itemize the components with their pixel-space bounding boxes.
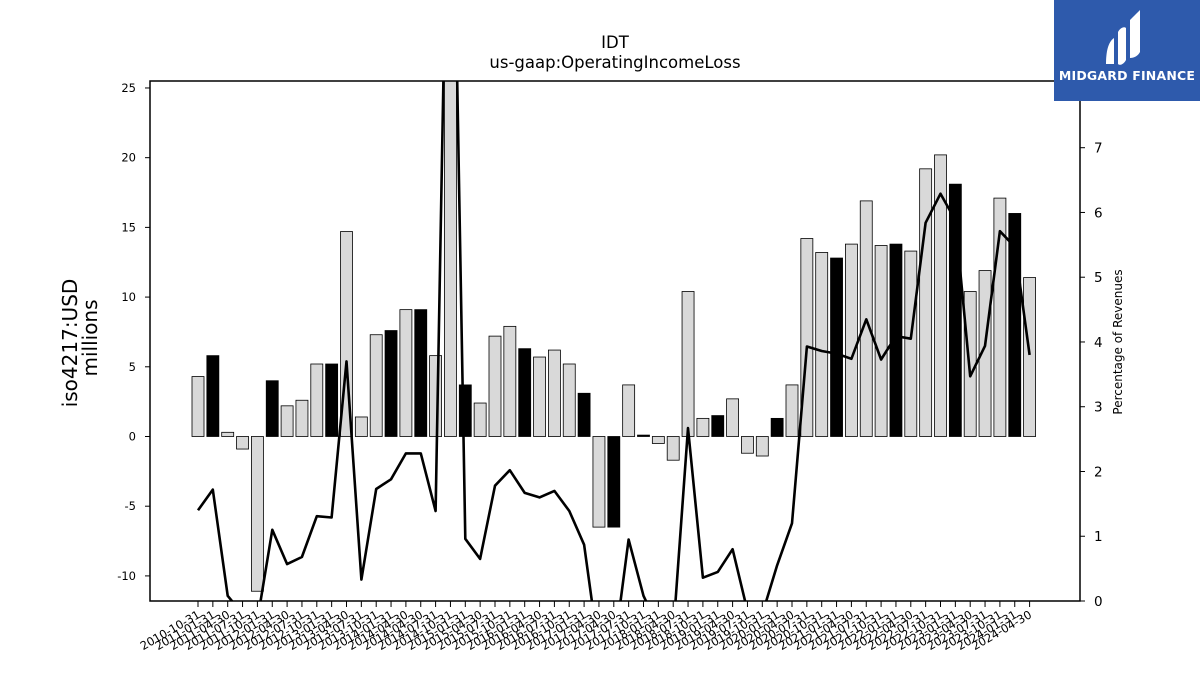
bar-2013-07-31 [354,416,368,437]
bar-2012-07-31 [295,399,309,437]
midgard-logo-icon [1106,10,1140,65]
bar-2020-10-31 [815,252,829,437]
bar-2019-04-30 [726,398,739,437]
bar-2019-07-31 [741,436,754,454]
y2-tick-label: 3 [1094,400,1103,416]
y2-tick-label: 7 [1094,141,1103,157]
bar-2016-10-31 [562,363,576,437]
bar-2019-01-31 [711,415,725,437]
bar-2014-10-31 [444,81,457,437]
brand-name: MIDGARD FINANCE [1058,68,1196,83]
y2-tick-label: 6 [1094,205,1103,221]
bar-2021-04-30 [845,243,858,437]
bar-2022-07-31 [919,168,933,437]
bar-2018-04-30 [666,436,680,461]
bar-2018-07-31 [681,291,695,437]
y-axis: -10 -5 0 5 10 15 20 25 [117,81,150,583]
bar-2016-01-31 [518,348,532,437]
y-tick-label: 10 [121,290,136,304]
bar-2015-01-31 [458,384,472,437]
bar-2013-10-31 [369,334,383,437]
y-tick-label: 20 [121,151,136,165]
percentage-line [196,81,1031,601]
bar-2011-04-30 [221,431,235,437]
y-tick-label: -10 [117,569,136,583]
bar-2011-07-31 [236,436,249,450]
y-tick-label: 5 [129,360,136,374]
bar-2015-07-31 [488,335,502,437]
y2-axis-label: Percentage of Revenues [1111,269,1125,414]
bar-2016-07-31 [548,349,561,437]
y2-tick-label: 1 [1094,529,1103,545]
bar-2022-10-31 [934,154,947,437]
y-tick-label: 0 [129,429,136,443]
y-axis-label: iso4217:USD [58,279,82,408]
bar-2013-01-31 [325,363,339,437]
bar-2018-10-31 [696,417,710,437]
bar-2019-10-31 [755,436,769,457]
y2-axis: 0 1 2 3 4 5 6 7 [1080,141,1103,610]
bar-2012-04-30 [280,405,294,437]
bar-2011-10-31 [250,436,264,592]
bar-2015-10-31 [503,325,517,437]
y-tick-label: 15 [121,220,136,234]
y2-tick-label: 4 [1094,335,1103,351]
bar-2020-01-31 [770,417,784,437]
line-layer [196,81,1031,601]
bar-2017-10-31 [637,434,650,437]
bar-2012-01-31 [265,380,279,437]
bar-2017-01-31 [577,392,591,437]
bar-2010-10-31 [191,376,205,437]
bar-2022-01-31 [889,243,903,437]
y-tick-label: -5 [125,499,136,513]
bar-2021-10-31 [874,245,888,437]
bar-2014-04-30 [414,309,428,437]
y2-tick-label: 5 [1094,270,1103,286]
y2-tick-label: 0 [1094,594,1103,610]
bar-2021-01-31 [830,257,843,437]
bar-2022-04-30 [904,250,918,437]
bar-2024-04-30 [1023,277,1036,437]
bar-2023-07-31 [978,270,992,437]
bar-2015-04-30 [473,402,487,437]
bar-2017-04-30 [607,436,621,528]
bar-2017-04-30 [592,436,606,528]
bar-2011-01-31 [206,355,220,437]
bar-2012-10-31 [310,363,324,437]
bar-2014-07-31 [429,355,443,437]
bar-2017-07-31 [622,384,636,437]
plot-frame [149,80,1081,602]
bar-2020-04-30 [785,384,799,437]
y2-tick-label: 2 [1094,464,1103,480]
bar-2016-04-30 [533,356,546,437]
bar-group [191,81,1036,592]
chart-subtitle: us-gaap:OperatingIncomeLoss [489,53,740,72]
chart-title: IDT [601,33,630,52]
bar-2014-01-31 [384,330,398,437]
brand-logo: MIDGARD FINANCE [1054,0,1200,101]
y-tick-label: 25 [121,81,136,95]
bar-2018-01-31 [651,436,665,444]
bar-2014-04-30 [399,309,413,437]
y-axis-unit-label: millions [78,299,102,376]
x-axis: 2010-10-312011-01-312011-04-302011-07-31… [138,601,1034,653]
